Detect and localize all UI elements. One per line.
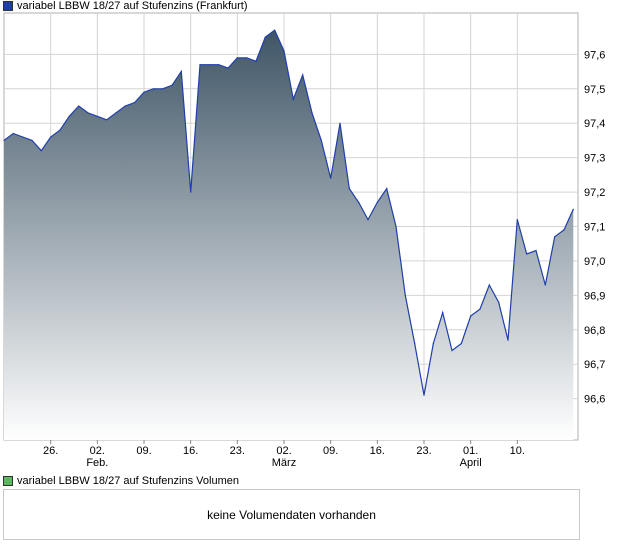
y-tick-label: 96,8 <box>584 325 605 337</box>
price-point <box>68 115 70 117</box>
price-point <box>423 394 425 396</box>
y-tick-label: 97,5 <box>584 84 605 96</box>
price-point <box>544 284 546 286</box>
price-point <box>134 101 136 104</box>
price-point <box>339 122 341 124</box>
price-point <box>479 308 481 310</box>
price-point <box>124 105 126 107</box>
y-tick-label: 97,1 <box>584 222 605 234</box>
price-point <box>143 91 145 93</box>
price-point <box>78 105 80 107</box>
x-month-label: April <box>460 457 482 469</box>
x-month-label: Feb. <box>86 457 108 469</box>
price-point <box>572 208 574 210</box>
x-tick-label: 01. <box>463 445 478 457</box>
price-point <box>554 236 556 238</box>
x-tick-label: 23. <box>416 445 431 457</box>
price-point <box>376 201 378 203</box>
price-point <box>190 191 192 193</box>
price-point <box>358 201 360 203</box>
price-point <box>22 136 24 138</box>
price-point <box>31 139 33 141</box>
price-point <box>162 88 164 90</box>
price-point <box>395 225 397 228</box>
price-point <box>414 343 416 345</box>
x-tick-label: 09. <box>323 445 338 457</box>
price-point <box>292 98 294 100</box>
price-point <box>432 343 434 345</box>
price-point <box>199 64 201 66</box>
price-point <box>535 250 537 252</box>
price-point <box>255 60 257 62</box>
price-point <box>283 50 285 52</box>
price-point <box>386 188 388 190</box>
price-chart: 97,6 97,5 97,4 97,3 97,2 97,1 97,0 96,9 96,8 96,7… <box>3 12 605 469</box>
price-point <box>246 57 248 59</box>
price-point <box>180 70 182 73</box>
price-point <box>488 284 490 286</box>
x-tick-label: 26. <box>43 445 58 457</box>
y-tick-label: 96,7 <box>584 359 605 371</box>
volume-legend-swatch <box>3 476 13 486</box>
volume-legend: variabel LBBW 18/27 auf Stufenzins Volum… <box>3 475 239 487</box>
price-legend-label: variabel LBBW 18/27 auf Stufenzins (Fran… <box>17 0 248 12</box>
price-point <box>526 253 528 255</box>
price-point <box>451 349 453 352</box>
y-tick-label: 97,4 <box>584 118 605 130</box>
price-point <box>96 115 98 117</box>
y-tick-label: 97,2 <box>584 187 605 199</box>
price-legend: variabel LBBW 18/27 auf Stufenzins (Fran… <box>3 0 248 12</box>
price-point <box>264 36 266 38</box>
price-point <box>498 301 500 303</box>
price-point <box>516 219 518 221</box>
y-tick-label: 96,9 <box>584 290 605 302</box>
price-point <box>470 315 472 317</box>
x-tick-label: 02. <box>90 445 105 457</box>
price-point <box>87 112 89 114</box>
x-tick-label: 10. <box>510 445 525 457</box>
y-tick-label: 96,6 <box>584 394 605 406</box>
y-tick-label: 97,0 <box>584 256 605 268</box>
price-point <box>218 64 220 66</box>
x-tick-label: 23. <box>230 445 245 457</box>
price-point <box>227 67 229 69</box>
price-line <box>3 29 574 396</box>
price-point <box>367 219 369 221</box>
price-point <box>460 343 462 345</box>
price-point <box>442 312 444 314</box>
y-tick-label: 97,3 <box>584 153 605 165</box>
no-volume-message: keine Volumendaten vorhanden <box>207 507 376 522</box>
x-tick-label: 02. <box>276 445 291 457</box>
volume-legend-label: variabel LBBW 18/27 auf Stufenzins Volum… <box>17 475 239 487</box>
x-tick-label: 16. <box>370 445 385 457</box>
price-legend-swatch <box>3 1 13 11</box>
price-point <box>208 64 210 66</box>
price-point <box>115 112 117 114</box>
price-point <box>274 29 276 31</box>
price-point <box>59 129 61 131</box>
y-tick-label: 97,6 <box>584 49 605 61</box>
price-point <box>236 57 238 59</box>
volume-panel: keine Volumendaten vorhanden <box>3 489 580 540</box>
price-point <box>152 88 154 90</box>
price-point <box>404 294 406 296</box>
price-point <box>320 139 322 141</box>
price-point <box>50 136 52 138</box>
x-tick-label: 16. <box>183 445 198 457</box>
price-point <box>106 119 108 121</box>
price-point <box>311 112 313 114</box>
x-month-label: März <box>272 457 296 469</box>
price-point <box>507 339 509 341</box>
price-point <box>40 150 42 152</box>
price-point <box>12 132 14 135</box>
x-tick-label: 09. <box>136 445 151 457</box>
price-point <box>348 188 350 190</box>
price-point <box>302 74 304 76</box>
price-point <box>171 84 173 86</box>
price-area-fill <box>4 30 574 440</box>
price-point <box>3 139 5 141</box>
price-point <box>563 229 565 231</box>
price-point <box>330 177 332 179</box>
